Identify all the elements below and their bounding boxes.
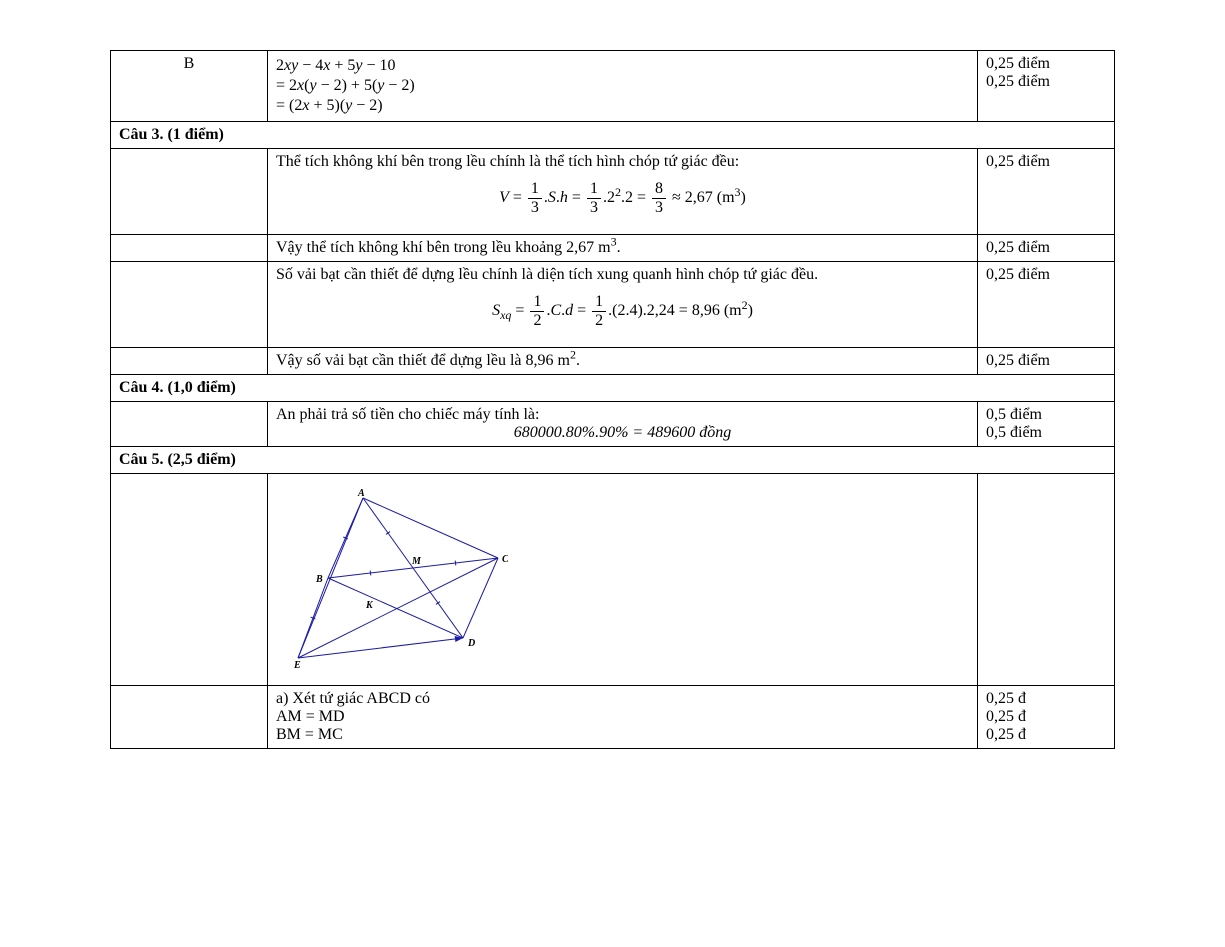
svg-text:B: B	[315, 574, 323, 585]
cau5-diagram-cell: A B C D E M K	[268, 474, 978, 686]
cau3-r3-eq: Sxq = 12.C.d = 12.(2.4).2,24 = 8,96 (m2)	[492, 294, 753, 329]
cau3-r3-intro: Số vải bạt cần thiết để dựng lều chính l…	[276, 266, 969, 284]
cau3-r4: Vậy số vải bạt cần thiết để dựng lều là …	[111, 348, 1115, 375]
row-b-line1: 2xy − 4x + 5y − 10	[276, 57, 969, 75]
geometry-diagram: A B C D E M K	[288, 488, 508, 668]
cau3-r1: Thể tích không khí bên trong lều chính l…	[111, 149, 1115, 235]
svg-text:K: K	[365, 600, 374, 611]
cau4-line1: An phải trả số tiền cho chiếc máy tính l…	[276, 406, 969, 424]
cau3-r2-text: Vậy thể tích không khí bên trong lều kho…	[268, 235, 978, 262]
cau3-r4-left	[111, 348, 268, 375]
cau4-r1: An phải trả số tiền cho chiếc máy tính l…	[111, 402, 1115, 447]
row-b-points: 0,25 điểm 0,25 điểm	[978, 51, 1115, 122]
cau5-proof-left	[111, 686, 268, 749]
cau3-r3-left	[111, 262, 268, 348]
cau3-r2-left	[111, 235, 268, 262]
cau3-r1-left	[111, 149, 268, 235]
cau5-proof-mid: a) Xét tứ giác ABCD có AM = MD BM = MC	[268, 686, 978, 749]
cau5-diagram-left	[111, 474, 268, 686]
cau3-header-row: Câu 3. (1 điểm)	[111, 122, 1115, 149]
svg-text:C: C	[502, 554, 508, 565]
cau5-diagram-pts	[978, 474, 1115, 686]
cau3-r4-text: Vậy số vải bạt cần thiết để dựng lều là …	[268, 348, 978, 375]
cau5-proof-pts: 0,25 đ 0,25 đ 0,25 đ	[978, 686, 1115, 749]
row-b-line2: = 2x(y − 2) + 5(y − 2)	[276, 77, 969, 95]
cau5-proof-l3: BM = MC	[276, 726, 969, 744]
cau3-r3-pts: 0,25 điểm	[978, 262, 1115, 348]
cau3-r4-pts: 0,25 điểm	[978, 348, 1115, 375]
cau3-r2: Vậy thể tích không khí bên trong lều kho…	[111, 235, 1115, 262]
row-b-line3: = (2x + 5)(y − 2)	[276, 97, 969, 115]
svg-text:D: D	[467, 638, 475, 649]
cau5-header: Câu 5. (2,5 điểm)	[111, 447, 1115, 474]
cau4-left	[111, 402, 268, 447]
cau3-header: Câu 3. (1 điểm)	[111, 122, 1115, 149]
cau4-header: Câu 4. (1,0 điểm)	[111, 375, 1115, 402]
cau3-r3-mid: Số vải bạt cần thiết để dựng lều chính l…	[268, 262, 978, 348]
cau4-header-row: Câu 4. (1,0 điểm)	[111, 375, 1115, 402]
cau5-proof-p1: 0,25 đ	[986, 690, 1106, 708]
cau5-proof-l1: a) Xét tứ giác ABCD có	[276, 690, 969, 708]
cau3-r1-pts: 0,25 điểm	[978, 149, 1115, 235]
cau4-pts2: 0,5 điểm	[986, 424, 1106, 442]
cau3-r3: Số vải bạt cần thiết để dựng lều chính l…	[111, 262, 1115, 348]
svg-text:E: E	[293, 660, 301, 668]
cau5-proof-row: a) Xét tứ giác ABCD có AM = MD BM = MC 0…	[111, 686, 1115, 749]
cau5-proof-p2: 0,25 đ	[986, 708, 1106, 726]
cau5-proof-p3: 0,25 đ	[986, 726, 1106, 744]
cau3-r1-mid: Thể tích không khí bên trong lều chính l…	[268, 149, 978, 235]
row-b: B 2xy − 4x + 5y − 10 = 2x(y − 2) + 5(y −…	[111, 51, 1115, 122]
row-b-pts2: 0,25 điểm	[986, 73, 1106, 91]
cau5-proof-l2: AM = MD	[276, 708, 969, 726]
answer-key-table: B 2xy − 4x + 5y − 10 = 2x(y − 2) + 5(y −…	[110, 50, 1115, 749]
svg-text:M: M	[411, 556, 422, 567]
row-b-work: 2xy − 4x + 5y − 10 = 2x(y − 2) + 5(y − 2…	[268, 51, 978, 122]
cau4-line2: 680000.80%.90% = 489600 đồng	[276, 424, 969, 442]
row-b-label: B	[111, 51, 268, 122]
svg-text:A: A	[357, 488, 365, 499]
cau4-pts: 0,5 điểm 0,5 điểm	[978, 402, 1115, 447]
cau4-mid: An phải trả số tiền cho chiếc máy tính l…	[268, 402, 978, 447]
cau3-r1-eq: V = 13.S.h = 13.22.2 = 83 ≈ 2,67 (m3)	[499, 181, 746, 216]
cau5-diagram-row: A B C D E M K	[111, 474, 1115, 686]
row-b-pts1: 0,25 điểm	[986, 55, 1106, 73]
cau5-header-row: Câu 5. (2,5 điểm)	[111, 447, 1115, 474]
cau3-r1-intro: Thể tích không khí bên trong lều chính l…	[276, 153, 969, 171]
cau3-r2-pts: 0,25 điểm	[978, 235, 1115, 262]
cau4-pts1: 0,5 điểm	[986, 406, 1106, 424]
